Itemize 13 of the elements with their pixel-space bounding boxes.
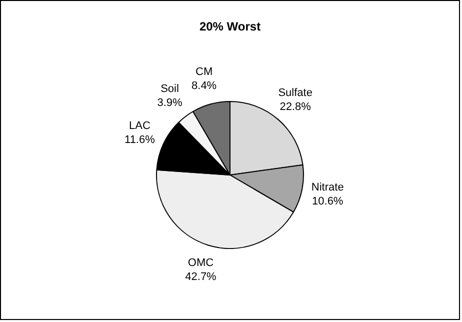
slice-label: Soil: [160, 82, 179, 95]
chart-title: 20% Worst: [199, 19, 261, 34]
slice-label: CM: [195, 66, 213, 78]
data-label: 42.7%: [185, 271, 217, 284]
data-label: 8.4%: [192, 80, 217, 92]
data-label: 3.9%: [157, 96, 183, 109]
data-label: 22.8%: [280, 100, 312, 113]
data-label: 10.6%: [312, 195, 344, 208]
slice-label: Nitrate: [311, 181, 344, 194]
data-label: 11.6%: [124, 134, 156, 146]
slice-label: Sulfate: [278, 86, 312, 99]
slice-label: LAC: [129, 120, 150, 132]
slice-label: OMC: [188, 257, 214, 270]
